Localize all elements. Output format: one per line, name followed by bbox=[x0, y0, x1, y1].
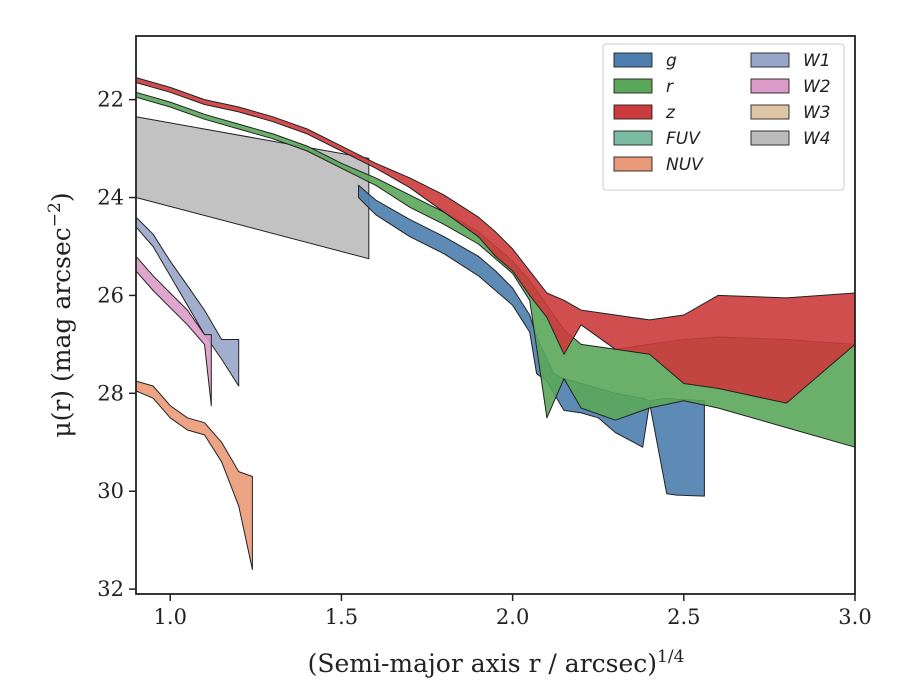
legend-swatch-w4 bbox=[750, 130, 790, 146]
band-w4 bbox=[135, 116, 370, 260]
y-tick-label: 30 bbox=[97, 479, 124, 503]
legend-label-w4: W4 bbox=[803, 129, 831, 149]
legend-swatch-fuv bbox=[613, 130, 653, 146]
axis-ticks: 1.0 1.5 2.0 2.5 3.0 22 24 26 28 30 32 bbox=[97, 88, 871, 629]
x-tick-label: 2.5 bbox=[667, 605, 700, 629]
plot-frame bbox=[135, 35, 856, 595]
legend-label-r: r bbox=[666, 77, 674, 97]
band-w1 bbox=[135, 216, 240, 387]
legend-swatch-r bbox=[613, 78, 653, 94]
legend-label-w2: W2 bbox=[803, 77, 831, 97]
band-nuv bbox=[135, 380, 253, 570]
x-axis-label: (Semi-major axis r / arcsec)1/4 bbox=[308, 647, 685, 678]
legend-swatch-g bbox=[613, 52, 653, 68]
legend-swatch-z bbox=[613, 104, 653, 120]
y-tick-label: 26 bbox=[97, 283, 124, 307]
band-w2 bbox=[135, 255, 212, 407]
y-axis-label: μ(r) (mag arcsec−2) bbox=[45, 192, 76, 437]
y-tick-label: 28 bbox=[97, 381, 124, 405]
legend-label-z: z bbox=[665, 103, 676, 123]
legend-label-g: g bbox=[666, 51, 677, 71]
series-bands bbox=[135, 77, 856, 570]
legend-swatch-w3 bbox=[750, 104, 790, 120]
x-tick-label: 3.0 bbox=[838, 605, 871, 629]
legend-label-w1: W1 bbox=[803, 51, 831, 71]
y-tick-label: 22 bbox=[97, 88, 124, 112]
x-tick-label: 1.0 bbox=[154, 605, 187, 629]
legend-label-fuv: FUV bbox=[666, 129, 701, 149]
legend: grz FUV NUV W1 W2 W3 W4 bbox=[602, 43, 845, 191]
x-tick-label: 1.5 bbox=[325, 605, 358, 629]
x-tick-label: 2.0 bbox=[496, 605, 529, 629]
legend-swatch-w1 bbox=[750, 52, 790, 68]
y-tick-label: 32 bbox=[97, 577, 124, 601]
legend-swatch-w2 bbox=[750, 78, 790, 94]
legend-label-nuv: NUV bbox=[666, 155, 704, 175]
legend-swatch-nuv bbox=[613, 156, 653, 172]
y-tick-label: 24 bbox=[97, 186, 124, 210]
legend-label-w3: W3 bbox=[803, 103, 831, 123]
